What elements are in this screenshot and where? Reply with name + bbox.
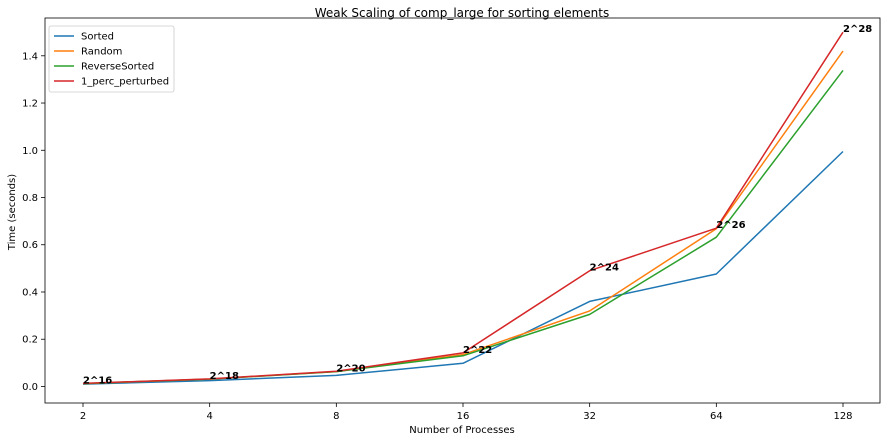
x-tick-label: 2 xyxy=(80,411,86,422)
annotation-label: 2^26 xyxy=(716,220,745,231)
plot-area-frame xyxy=(44,17,881,404)
y-tick-label: 0.8 xyxy=(22,193,38,204)
legend-frame xyxy=(48,25,175,93)
legend-label: Random xyxy=(81,47,122,58)
y-tick-label: 0.2 xyxy=(22,335,38,346)
series-lines xyxy=(82,31,844,385)
y-axis-label: Time (seconds) xyxy=(7,174,18,251)
legend-label: ReverseSorted xyxy=(81,62,154,73)
legend-label: 1_perc_perturbed xyxy=(81,77,169,88)
series-line-random xyxy=(82,50,844,385)
x-tick-label: 4 xyxy=(206,411,212,422)
y-axis: 0.0 0.2 0.4 0.6 0.8 1.0 1.2 1.4 xyxy=(22,51,45,393)
y-tick-label: 1.2 xyxy=(22,99,38,110)
x-tick-label: 128 xyxy=(833,411,852,422)
annotation-label: 2^20 xyxy=(336,363,365,374)
x-tick-label: 32 xyxy=(583,411,596,422)
y-tick-label: 0.0 xyxy=(22,382,38,393)
annotation-label: 2^22 xyxy=(463,345,492,356)
y-tick-label: 0.6 xyxy=(22,240,38,251)
chart-title: Weak Scaling of comp_large for sorting e… xyxy=(315,6,609,20)
x-tick-label: 64 xyxy=(710,411,723,422)
x-tick-label: 16 xyxy=(457,411,470,422)
series-line-sorted xyxy=(82,150,844,385)
y-tick-label: 1.0 xyxy=(22,146,38,157)
legend: Sorted Random ReverseSorted 1_perc_perturbe… xyxy=(48,25,175,93)
x-axis-label: Number of Processes xyxy=(409,425,514,436)
annotation-label: 2^16 xyxy=(83,375,112,386)
legend-label: Sorted xyxy=(81,32,114,43)
y-tick-label: 1.4 xyxy=(22,51,38,62)
x-tick-label: 8 xyxy=(333,411,339,422)
y-tick-label: 0.4 xyxy=(22,287,38,298)
series-line-1-perc-perturbed xyxy=(82,31,844,385)
annotation-label: 2^28 xyxy=(843,24,872,35)
annotation-label: 2^24 xyxy=(590,263,619,274)
point-annotations: 2^16 2^18 2^20 2^22 2^24 2^26 2^28 xyxy=(83,24,872,386)
x-axis: 2 4 8 16 32 64 128 xyxy=(80,403,853,422)
annotation-label: 2^18 xyxy=(210,371,239,382)
